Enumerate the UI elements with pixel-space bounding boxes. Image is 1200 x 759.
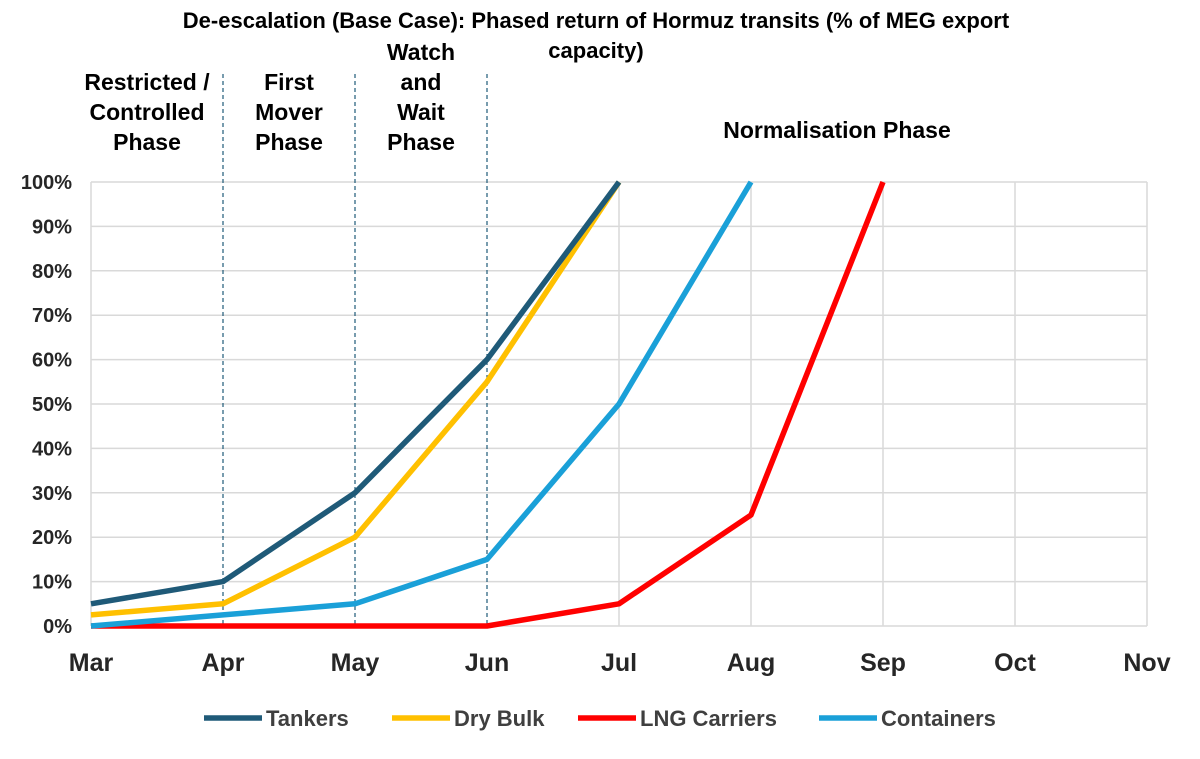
phase-labels: Restricted / Controlled Phase First Mover Pha… xyxy=(84,39,950,155)
y-tick-label: 40% xyxy=(32,438,72,460)
chart-title-line: De-escalation (Base Case): Phased return… xyxy=(183,8,1010,33)
y-tick-label: 100% xyxy=(21,172,72,194)
phase-label-line: Controlled xyxy=(90,99,205,125)
x-axis-tick-labels: Mar Apr May Jun Jul Aug Sep Oct Nov xyxy=(69,649,1171,677)
phase-label-line: Wait xyxy=(397,99,445,125)
legend-label: Dry Bulk xyxy=(454,706,545,731)
y-tick-label: 80% xyxy=(32,261,72,283)
series-line-dry-bulk xyxy=(90,180,622,618)
y-tick-label: 90% xyxy=(32,216,72,238)
phase-dividers xyxy=(222,74,488,626)
y-tick-label: 20% xyxy=(32,527,72,549)
phase-label-line: and xyxy=(401,69,442,95)
phase-label-line: Restricted / xyxy=(84,69,210,95)
y-tick-label: 60% xyxy=(32,350,72,372)
y-tick-label: 0% xyxy=(43,616,72,638)
phase-label-line: Mover xyxy=(255,99,323,125)
phase-label-line: Phase xyxy=(255,129,323,155)
phase-label-line: Watch xyxy=(387,39,455,65)
series-line-containers xyxy=(90,180,754,629)
y-tick-label: 70% xyxy=(32,305,72,327)
chart-title: De-escalation (Base Case): Phased return… xyxy=(183,8,1010,63)
legend: Tankers Dry Bulk LNG Carriers Containers xyxy=(204,706,996,731)
chart-title-line: capacity) xyxy=(548,38,643,63)
x-tick-label: Oct xyxy=(994,649,1036,677)
x-tick-label: Apr xyxy=(201,649,244,677)
x-tick-label: Mar xyxy=(69,649,114,677)
phase-label-line: Phase xyxy=(387,129,455,155)
y-tick-label: 50% xyxy=(32,394,72,416)
x-tick-label: Nov xyxy=(1123,649,1170,677)
series-line-lng-carriers xyxy=(91,180,886,629)
y-tick-label: 10% xyxy=(32,572,72,594)
x-tick-label: Jul xyxy=(601,649,637,677)
y-axis-tick-labels: 0% 10% 20% 30% 40% 50% 60% 70% 80% 90% 100% xyxy=(21,172,72,638)
y-tick-label: 30% xyxy=(32,483,72,505)
phase-label-line: First xyxy=(264,69,314,95)
legend-label: LNG Carriers xyxy=(640,706,777,731)
x-tick-label: Aug xyxy=(727,649,776,677)
x-tick-label: May xyxy=(331,649,380,677)
x-tick-label: Sep xyxy=(860,649,906,677)
x-tick-label: Jun xyxy=(465,649,509,677)
phase-label-line: Phase xyxy=(113,129,181,155)
series-line-tankers xyxy=(90,180,622,607)
legend-label: Containers xyxy=(881,706,996,731)
legend-label: Tankers xyxy=(266,706,349,731)
phase-label-line: Normalisation Phase xyxy=(723,117,951,143)
series-lines xyxy=(90,180,886,629)
